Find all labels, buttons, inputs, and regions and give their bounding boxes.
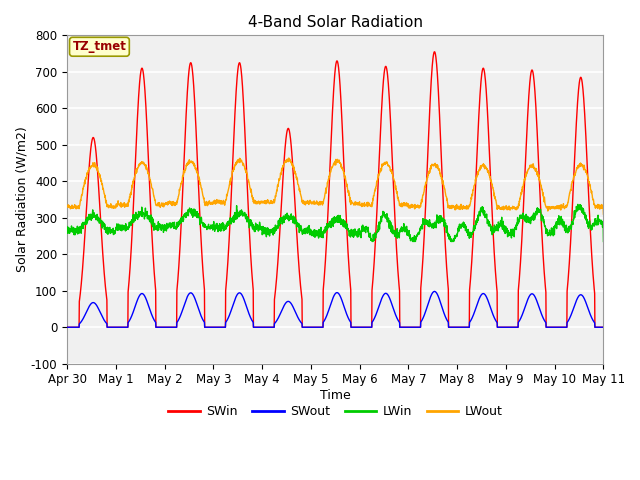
Text: TZ_tmet: TZ_tmet xyxy=(72,40,126,53)
Legend: SWin, SWout, LWin, LWout: SWin, SWout, LWin, LWout xyxy=(163,400,507,423)
Y-axis label: Solar Radiation (W/m2): Solar Radiation (W/m2) xyxy=(15,127,28,273)
Title: 4-Band Solar Radiation: 4-Band Solar Radiation xyxy=(248,15,423,30)
X-axis label: Time: Time xyxy=(320,389,351,402)
